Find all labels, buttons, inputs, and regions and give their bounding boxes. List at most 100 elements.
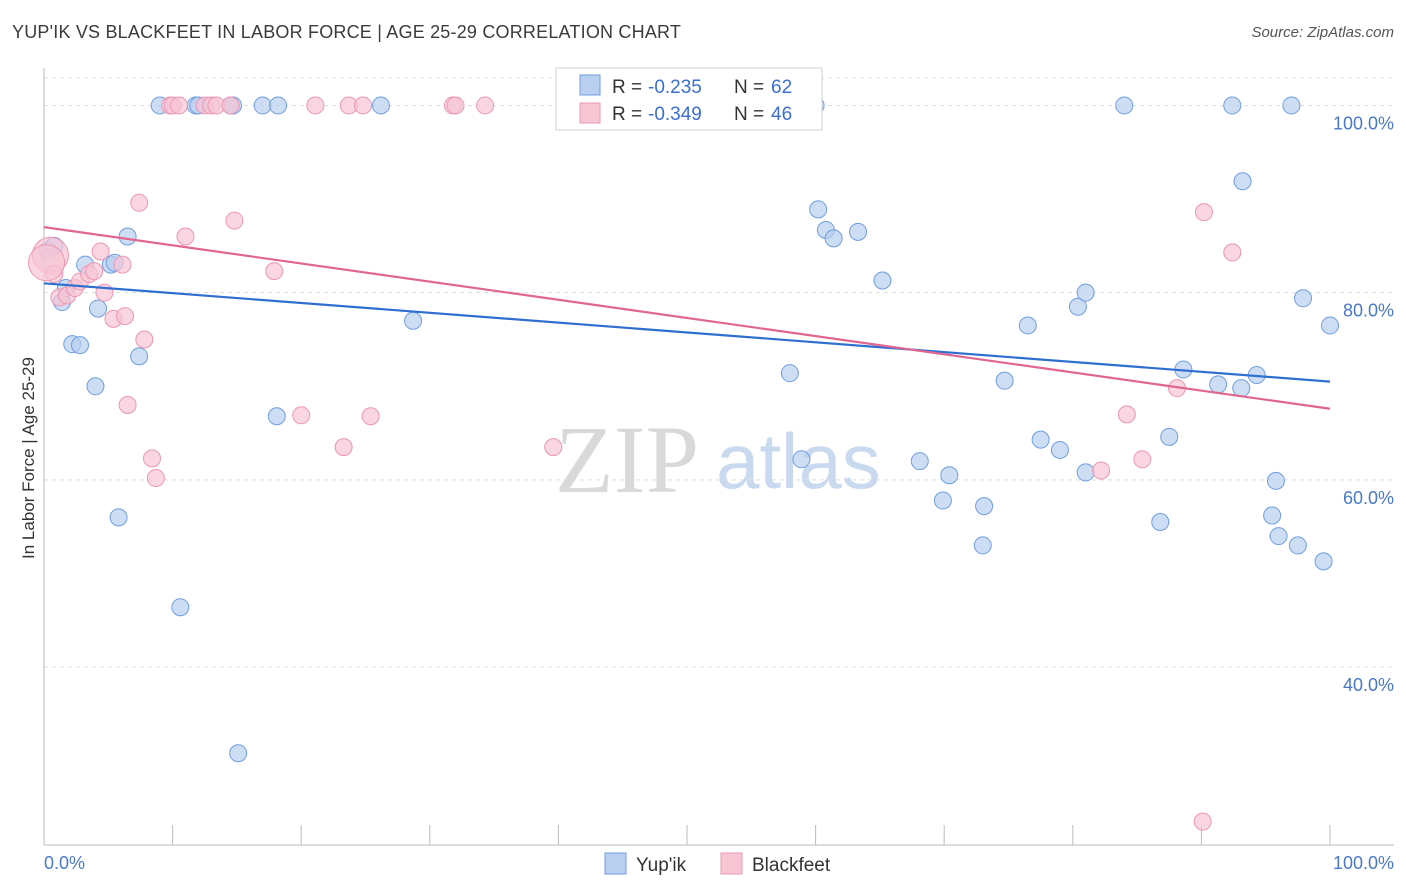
point-blackfeet [143, 449, 162, 468]
point-yupik [1018, 316, 1037, 335]
point-yupik [792, 450, 811, 469]
point-blackfeet [361, 407, 380, 426]
y-axis-title: In Labor Force | Age 25-29 [19, 357, 38, 559]
point-blackfeet [221, 96, 240, 115]
series-blackfeet-points [28, 96, 1242, 831]
point-yupik [1288, 536, 1307, 555]
point-yupik [1076, 463, 1095, 482]
point-blackfeet [176, 227, 195, 246]
point-yupik [1223, 96, 1242, 115]
point-yupik [118, 227, 137, 246]
stats-legend-n-label-blackfeet: N = [734, 104, 764, 125]
point-yupik [849, 222, 868, 241]
point-blackfeet [170, 96, 189, 115]
point-blackfeet [1193, 812, 1212, 831]
point-yupik [975, 497, 994, 516]
stats-legend-r-value-yupik: -0.235 [648, 77, 702, 98]
point-yupik [1266, 471, 1285, 490]
y-tick-labels: 40.0% 60.0% 80.0% 100.0% [1333, 113, 1394, 695]
point-yupik [1282, 96, 1301, 115]
legend-label-yupik: Yup'ik [636, 855, 687, 876]
trend-line-blackfeet [43, 226, 1331, 410]
point-blackfeet [135, 330, 154, 349]
watermark-zip: ZIP [555, 406, 699, 513]
stats-legend-n-value-blackfeet: 46 [771, 104, 792, 125]
trend-lines [43, 226, 1331, 410]
point-yupik [1068, 297, 1087, 316]
point-yupik [89, 299, 108, 318]
point-yupik [940, 466, 959, 485]
y-tick-label: 60.0% [1343, 488, 1394, 508]
point-yupik [229, 744, 248, 763]
stats-legend-r-label-yupik: R = [612, 77, 642, 98]
point-yupik [1209, 375, 1228, 394]
point-blackfeet [130, 193, 149, 212]
point-yupik [1314, 552, 1333, 571]
point-yupik [404, 311, 423, 330]
point-yupik [1321, 316, 1339, 335]
point-yupik [171, 598, 190, 617]
point-blackfeet [225, 211, 244, 230]
point-yupik [86, 377, 105, 396]
point-yupik [933, 491, 952, 510]
trend-line-yupik [43, 282, 1331, 383]
point-yupik [269, 96, 288, 115]
point-blackfeet [1117, 405, 1136, 424]
legend-swatch-blackfeet [720, 852, 743, 875]
point-blackfeet [306, 96, 325, 115]
point-blackfeet [446, 96, 465, 115]
source-label: Source: ZipAtlas.com [1251, 24, 1394, 41]
x-tick-label-max: 100.0% [1333, 853, 1394, 873]
stats-legend-n-value-yupik: 62 [771, 77, 792, 98]
point-blackfeet [334, 438, 353, 457]
axes [43, 68, 1394, 846]
point-yupik [824, 229, 843, 248]
y-tick-label: 40.0% [1343, 675, 1394, 695]
point-blackfeet [1133, 450, 1152, 469]
point-blackfeet [476, 96, 495, 115]
stats-legend-n-label-yupik: N = [734, 77, 764, 98]
point-yupik [1293, 289, 1312, 308]
chart-title: YUP'IK VS BLACKFEET IN LABOR FORCE | AGE… [12, 22, 682, 42]
legend-label-blackfeet: Blackfeet [752, 855, 831, 876]
watermark: ZIP atlas [555, 406, 881, 513]
point-blackfeet [85, 262, 104, 281]
point-yupik [267, 407, 286, 426]
point-blackfeet [544, 438, 563, 457]
point-blackfeet [28, 244, 66, 282]
x-tick-labels: 0.0% 100.0% [44, 853, 1394, 873]
point-yupik [1160, 427, 1179, 446]
x-tick-label-min: 0.0% [44, 853, 85, 873]
point-blackfeet [91, 242, 110, 261]
point-yupik [1076, 283, 1095, 302]
stats-legend-r-label-blackfeet: R = [612, 104, 642, 125]
point-yupik [873, 271, 892, 290]
point-yupik [973, 536, 992, 555]
point-yupik [71, 336, 90, 355]
point-yupik [253, 96, 272, 115]
point-yupik [1151, 513, 1170, 532]
point-yupik [1232, 379, 1251, 398]
y-tick-label: 100.0% [1333, 113, 1394, 133]
point-yupik [1115, 96, 1134, 115]
point-blackfeet [116, 307, 135, 326]
point-blackfeet [1194, 203, 1213, 222]
point-yupik [1031, 430, 1050, 449]
stats-legend-swatch-blackfeet [579, 102, 601, 124]
y-tick-label: 80.0% [1343, 301, 1394, 321]
point-yupik [809, 200, 828, 219]
series-legend: Yup'ik Blackfeet [604, 852, 831, 876]
point-blackfeet [292, 406, 311, 425]
point-yupik [995, 371, 1014, 390]
point-yupik [910, 452, 929, 471]
point-blackfeet [265, 262, 284, 281]
point-blackfeet [146, 469, 165, 488]
point-yupik [371, 96, 390, 115]
point-blackfeet [113, 255, 132, 274]
point-blackfeet [118, 396, 137, 415]
point-yupik [1263, 506, 1282, 525]
stats-legend: R = -0.235 N = 62 R = -0.349 N = 46 [555, 67, 823, 131]
point-blackfeet [1223, 243, 1242, 262]
point-yupik [1233, 172, 1252, 191]
